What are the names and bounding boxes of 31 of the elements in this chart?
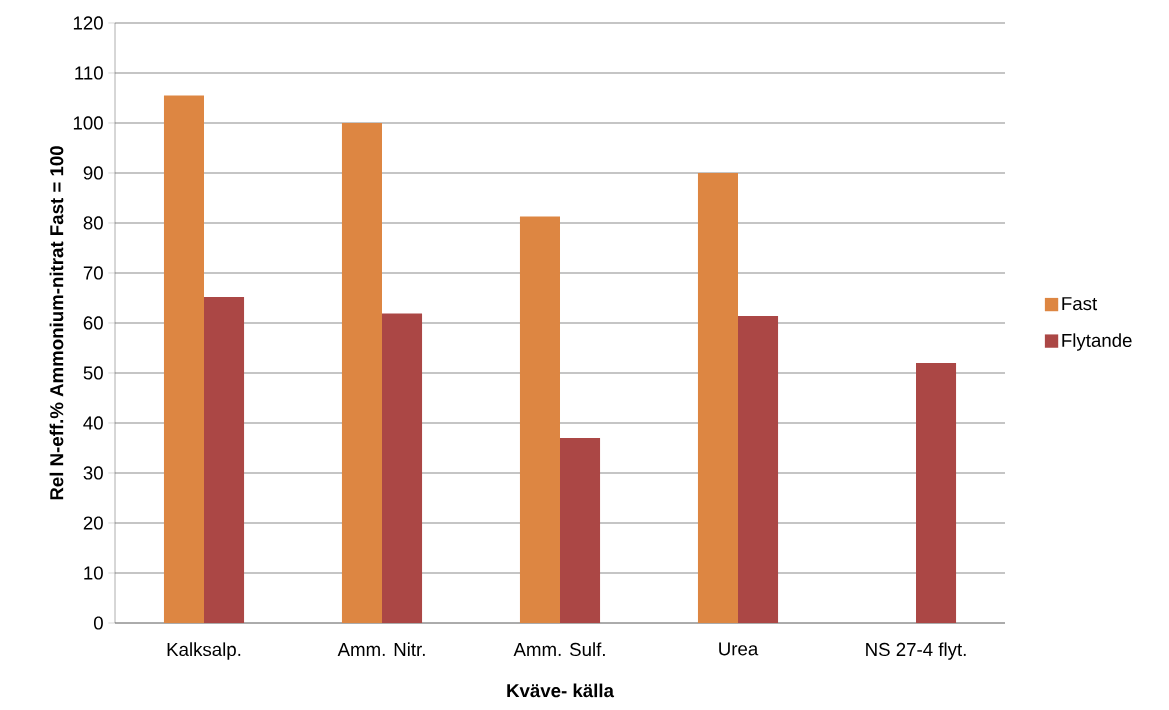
x-tick-label: Kalksalp. xyxy=(167,642,241,660)
bar xyxy=(519,216,561,623)
bar xyxy=(697,172,739,623)
bar xyxy=(341,122,382,623)
bar xyxy=(738,315,779,623)
legend-label: Fast xyxy=(1062,297,1098,311)
y-tick-label: 120 xyxy=(73,16,103,30)
y-tick-label: 70 xyxy=(83,266,103,280)
x-axis-title: Kväve- källa xyxy=(507,683,615,698)
x-tick-label: Urea xyxy=(719,642,759,656)
y-tick-label: 40 xyxy=(83,416,103,430)
legend-label: Flytande xyxy=(1062,333,1132,351)
bar xyxy=(916,363,957,623)
y-tick-label: 100 xyxy=(73,116,103,130)
bar xyxy=(382,313,423,623)
x-tick-label: NS 27-4 flyt. xyxy=(866,642,966,660)
y-tick-label: 30 xyxy=(83,466,103,480)
y-tick-label: 80 xyxy=(83,216,103,230)
bar xyxy=(560,438,601,623)
y-tick-label: 90 xyxy=(83,166,103,180)
bar xyxy=(204,297,245,623)
bar xyxy=(163,95,204,623)
y-tick-label: 60 xyxy=(83,316,103,330)
y-tick-label: 20 xyxy=(83,516,103,530)
x-tick-label: Amm. Nitr. xyxy=(337,642,425,657)
y-tick-label: 0 xyxy=(93,616,103,630)
y-axis-title: Rel N-eff.% Ammonium-nitrat Fast = 100 xyxy=(49,146,64,500)
x-tick-label: Amm. Sulf. xyxy=(513,642,605,657)
y-tick-label: 50 xyxy=(83,366,103,380)
y-tick-label: 110 xyxy=(75,66,103,80)
y-tick-label: 10 xyxy=(84,566,103,580)
